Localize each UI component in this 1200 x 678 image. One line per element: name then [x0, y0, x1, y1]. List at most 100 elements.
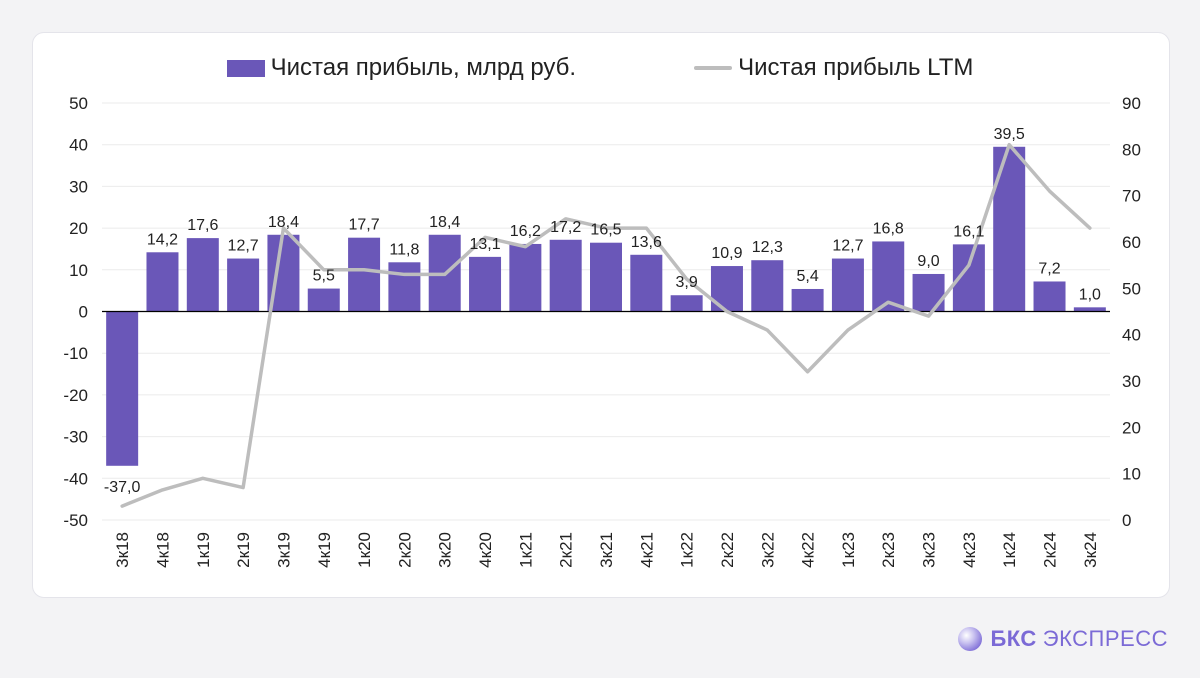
- bar: [388, 262, 421, 312]
- ltm-line: [120, 142, 1092, 508]
- chart-card: [32, 32, 1170, 598]
- bar: [1033, 281, 1066, 312]
- x-tick-label: 4к20: [476, 532, 495, 568]
- bar-data-label: 7,2: [1038, 260, 1060, 277]
- bar-data-label: 3,9: [676, 274, 698, 291]
- y-left-tick-label: 10: [69, 261, 88, 280]
- y-right-tick-label: 60: [1122, 233, 1141, 252]
- x-tick-label: 1к23: [839, 532, 858, 568]
- y-left-tick-label: 0: [79, 303, 88, 322]
- bar: [227, 258, 260, 312]
- bar: [751, 260, 784, 312]
- x-tick-label: 4к21: [637, 532, 656, 568]
- y-right-tick-label: 50: [1122, 279, 1141, 298]
- x-tick-label: 3к22: [758, 532, 777, 568]
- bar-data-label: 14,2: [147, 231, 178, 248]
- bar-data-label: 17,2: [550, 219, 581, 236]
- x-tick-label: 4к22: [799, 532, 818, 568]
- bar: [630, 254, 663, 312]
- brand-rest-text: ЭКСПРЕСС: [1042, 626, 1168, 651]
- bar-data-label: 12,7: [228, 238, 259, 255]
- y-left-tick-label: -40: [63, 469, 88, 488]
- brand-logo-block: БКС ЭКСПРЕСС: [958, 626, 1168, 652]
- x-tick-label: 1к24: [1000, 532, 1019, 568]
- bar: [670, 295, 703, 312]
- bar: [146, 252, 179, 312]
- legend-line-swatch: [694, 66, 733, 70]
- x-tick-label: 2к19: [234, 532, 253, 568]
- legend-bar-label: Чистая прибыль, млрд руб.: [270, 54, 577, 81]
- chart-legend: Чистая прибыль, млрд руб. Чистая прибыль…: [0, 50, 1200, 86]
- legend-line-label: Чистая прибыль LTM: [738, 54, 974, 81]
- x-tick-label: 1к21: [516, 532, 535, 568]
- y-right-tick-label: 10: [1122, 465, 1141, 484]
- bar-data-label: 12,3: [752, 239, 783, 256]
- bar-data-label: 18,4: [268, 214, 299, 231]
- y-right-tick-label: 70: [1122, 187, 1141, 206]
- bar-data-label: 18,4: [429, 214, 460, 231]
- bar-data-label: 16,1: [953, 223, 984, 240]
- x-tick-label: 4к19: [315, 532, 334, 568]
- y-right-tick-label: 30: [1122, 372, 1141, 391]
- bar: [348, 237, 381, 312]
- bar: [791, 288, 824, 312]
- legend-item-bars: Чистая прибыль, млрд руб.: [226, 54, 577, 82]
- y-left-tick-label: -20: [63, 386, 88, 405]
- bar: [106, 311, 139, 466]
- bar: [307, 288, 340, 312]
- x-tick-label: 2к21: [557, 532, 576, 568]
- bar: [549, 239, 582, 312]
- bar-data-label: 13,1: [469, 236, 500, 253]
- x-tick-label: 2к24: [1041, 532, 1060, 568]
- bar: [469, 256, 502, 312]
- bar-data-label: 39,5: [994, 126, 1025, 143]
- bar-data-label: 16,8: [873, 220, 904, 237]
- bar: [872, 241, 905, 312]
- bar-data-label: 17,6: [187, 217, 218, 234]
- x-tick-label: 3к24: [1081, 532, 1100, 568]
- bar-data-label: 5,4: [796, 268, 818, 285]
- brand-strong-text: БКС: [990, 626, 1037, 651]
- bar-data-label: 1,0: [1079, 286, 1101, 303]
- x-tick-label: 2к22: [718, 532, 737, 568]
- bar: [993, 146, 1026, 312]
- bar-data-label: 16,5: [590, 222, 621, 239]
- y-right-tick-label: 90: [1122, 94, 1141, 113]
- y-left-tick-label: -30: [63, 428, 88, 447]
- y-left-tick-label: 40: [69, 136, 88, 155]
- x-tick-label: 3к23: [920, 532, 939, 568]
- bar: [831, 258, 864, 312]
- y-left-tick-label: -50: [63, 511, 88, 530]
- bar-data-label: 5,5: [313, 268, 335, 285]
- legend-bar-swatch: [226, 59, 265, 77]
- legend-item-line: Чистая прибыль LTM: [694, 54, 973, 82]
- y-left-tick-label: 20: [69, 219, 88, 238]
- bar: [1073, 307, 1106, 312]
- y-left-tick-label: 30: [69, 177, 88, 196]
- x-tick-label: 3к20: [436, 532, 455, 568]
- y-left-tick-label: -10: [63, 344, 88, 363]
- y-right-tick-label: 20: [1122, 418, 1141, 437]
- y-left-tick-label: 50: [69, 94, 88, 113]
- bar-data-label: 17,7: [349, 217, 380, 234]
- x-tick-label: 2к20: [395, 532, 414, 568]
- bar: [186, 238, 219, 312]
- bar-data-label: -37,0: [104, 479, 141, 496]
- x-tick-label: 1к19: [194, 532, 213, 568]
- y-right-tick-label: 0: [1122, 511, 1131, 530]
- bar-data-label: 9,0: [917, 253, 939, 270]
- bar: [590, 242, 622, 312]
- bar: [509, 243, 542, 312]
- x-tick-label: 4к18: [153, 532, 172, 568]
- y-right-tick-label: 40: [1122, 326, 1141, 345]
- bar-data-label: 16,2: [510, 223, 541, 240]
- bar-data-label: 13,6: [631, 234, 662, 251]
- brand-sphere-icon: [958, 627, 983, 651]
- bar: [912, 273, 945, 312]
- x-tick-label: 3к19: [274, 532, 293, 568]
- x-tick-label: 3к21: [597, 532, 616, 568]
- x-tick-label: 4к23: [960, 532, 979, 568]
- x-tick-label: 1к20: [355, 532, 374, 568]
- bar-data-label: 12,7: [832, 238, 863, 255]
